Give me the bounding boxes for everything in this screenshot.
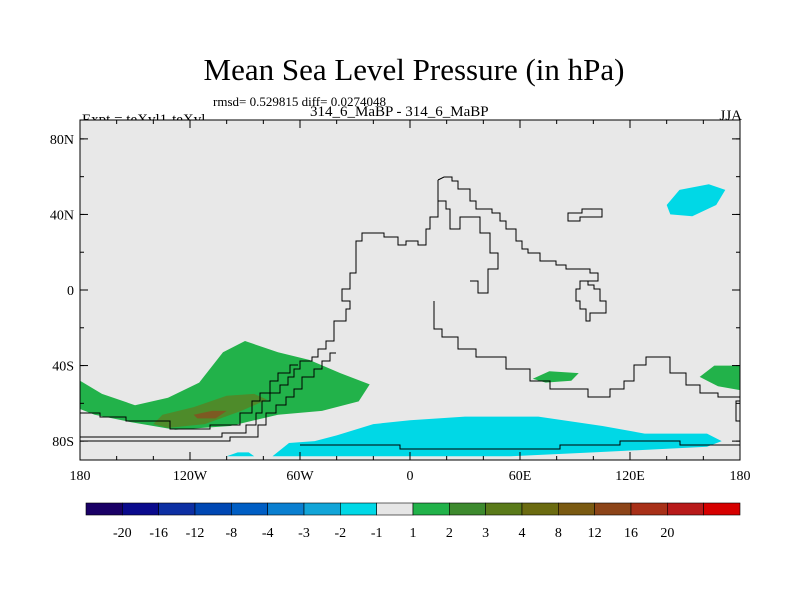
y-tick-label: 80S	[52, 435, 74, 450]
colorbar-label: -8	[225, 526, 237, 541]
colorbar-label: -2	[334, 526, 346, 541]
colorbar-swatch	[231, 502, 268, 516]
x-tick-label: 180	[70, 469, 91, 484]
colorbar-swatch	[194, 502, 232, 516]
colorbar-swatch	[449, 502, 486, 516]
run-label: 314_6_MaBP - 314_6_MaBP	[310, 104, 489, 120]
colorbar-swatch	[521, 502, 559, 516]
x-tick-label: 60W	[286, 469, 314, 484]
colorbar-swatch	[703, 502, 741, 516]
colorbar-swatch	[667, 502, 704, 516]
colorbar-swatch	[412, 502, 450, 516]
colorbar-label: 20	[660, 526, 674, 541]
x-tick-label: 120E	[615, 469, 645, 484]
x-tick-label: 120W	[173, 469, 208, 484]
coastline	[79, 176, 740, 450]
coastline-africa-eurasia	[79, 176, 607, 442]
contour-north-pacific-negative	[666, 184, 726, 217]
contour-east-pacific-positive	[699, 365, 740, 391]
contour-fills	[80, 182, 740, 457]
contour-south-pacific-positive-core	[193, 410, 227, 419]
y-tick-label: 0	[67, 284, 74, 299]
axis-ticks: 180 120W 60W 0 60E 120E 180 80N 40N 0 40S 80S	[50, 120, 751, 484]
x-tick-label: 60E	[509, 469, 532, 484]
colorbar-swatch	[122, 502, 159, 516]
colorbar-swatch	[85, 502, 123, 516]
colorbar-label: 1	[410, 526, 417, 541]
colorbar-label: 3	[482, 526, 489, 541]
contour-south-pacific-positive-inner	[153, 393, 267, 428]
contour-southern-ocean-tail	[226, 452, 255, 457]
colorbar-swatch	[485, 502, 523, 516]
colorbar-swatch	[594, 502, 632, 516]
colorbar-label: -20	[113, 526, 132, 541]
colorbar-swatch	[158, 502, 196, 516]
colorbar-label: 16	[624, 526, 638, 541]
stats-label: rmsd= 0.529815 diff= 0.0274048	[213, 94, 386, 109]
plot-title: Mean Sea Level Pressure (in hPa)	[203, 52, 625, 87]
y-tick-label: 40N	[50, 208, 74, 223]
colorbar-label: 12	[588, 526, 602, 541]
colorbar-label: -1	[371, 526, 383, 541]
colorbar-swatch	[558, 502, 595, 516]
colorbar-swatch	[340, 502, 377, 516]
x-tick-label: 0	[407, 469, 414, 484]
colorbar-label: 8	[555, 526, 562, 541]
contour-southern-ocean-negative	[272, 416, 722, 457]
colorbar-label: -3	[298, 526, 310, 541]
colorbar-swatch	[303, 502, 341, 516]
x-tick-label: 180	[730, 469, 751, 484]
colorbar: -20 -16 -12 -8 -4 -3 -2 -1 1 2 3 4 8 12 16 20	[85, 502, 741, 541]
coastline-southern	[80, 200, 740, 450]
colorbar-label: -4	[262, 526, 274, 541]
colorbar-label: -16	[149, 526, 168, 541]
y-tick-label: 40S	[52, 360, 74, 375]
colorbar-label: -12	[186, 526, 205, 541]
contour-south-pacific-positive	[80, 341, 370, 430]
colorbar-label: 4	[519, 526, 526, 541]
colorbar-label: 2	[446, 526, 453, 541]
colorbar-swatch	[630, 502, 668, 516]
y-tick-label: 80N	[50, 133, 74, 148]
colorbar-swatch	[376, 502, 414, 516]
contour-indian-ocean-positive	[532, 371, 579, 383]
colorbar-swatch	[267, 502, 305, 516]
